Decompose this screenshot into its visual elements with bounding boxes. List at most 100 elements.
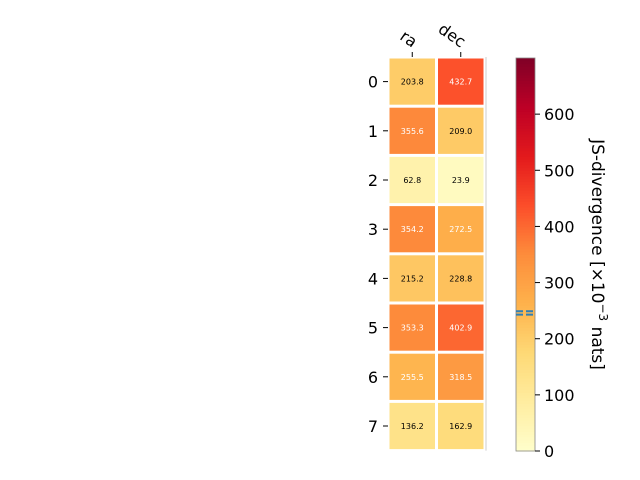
colorbar-segment (516, 383, 535, 388)
colorbar-segment (516, 260, 535, 264)
colorbar-segment (516, 333, 535, 337)
colorbar-segment (516, 347, 535, 351)
colorbar-segment (516, 248, 535, 253)
column-labels: ra dec (397, 19, 469, 57)
colorbar-segment (516, 206, 535, 211)
heatmap-cell (438, 206, 484, 253)
colorbar-segment (516, 133, 535, 138)
colorbar-tick-label: 200 (544, 330, 575, 349)
colorbar-label: JS-divergence [×10−3 nats] (587, 138, 610, 370)
colorbar-segment (516, 130, 535, 135)
colorbar-segment (516, 425, 535, 430)
colorbar-segment (516, 167, 535, 171)
colorbar-segment (516, 414, 535, 418)
colorbar-segment (516, 218, 535, 222)
heatmap-cell (438, 156, 484, 204)
colorbar-segment (516, 119, 535, 124)
colorbar-tick-label: 400 (544, 217, 575, 236)
colorbar-segment (516, 58, 535, 62)
colorbar-segment (516, 293, 535, 298)
colorbar-segment (516, 139, 535, 143)
colorbar-segment (516, 97, 535, 101)
colorbar-segment (516, 338, 535, 343)
heatmap-cell-label: 355.6 (401, 127, 424, 136)
colorbar-segment (516, 223, 535, 228)
heatmap-cell (389, 156, 435, 204)
colorbar-segment (516, 159, 535, 163)
colorbar-segment (516, 439, 535, 444)
colorbar-segment (516, 246, 535, 250)
colorbar-segment (516, 378, 535, 382)
colorbar-segment (516, 122, 535, 126)
colorbar-segment (516, 366, 535, 371)
heatmap-cell-label: 353.3 (401, 324, 424, 333)
colorbar-segment (516, 324, 535, 329)
colorbar-label-main: JS-divergence [×10 (587, 138, 607, 303)
colorbar-segment (516, 422, 535, 427)
colorbar-frame (515, 57, 536, 452)
colorbar-segment (516, 150, 535, 155)
colorbar-segment (516, 192, 535, 197)
colorbar-segment (516, 232, 535, 236)
heatmap-cells: 203.8 432.7 355.6 209.0 62.8 23.9 354.2 272.5 21… (389, 57, 487, 451)
colorbar-segment (516, 251, 535, 256)
heatmap-cell (389, 206, 435, 253)
colorbar-segment (516, 220, 535, 225)
heatmap-cell-label: 162.9 (449, 422, 472, 431)
colorbar-segment (516, 142, 535, 146)
row-label: 1 (368, 122, 378, 141)
colorbar-segment (516, 114, 535, 118)
colorbar-segment (516, 276, 535, 281)
colorbar-segment (516, 445, 535, 449)
colorbar-segment (516, 108, 535, 112)
colorbar-segment (516, 386, 535, 390)
colorbar-segment (516, 257, 535, 261)
colorbar-segment (516, 282, 535, 286)
colorbar-segment (516, 187, 535, 191)
colorbar-segment (516, 288, 535, 292)
colorbar-tick-label: 600 (544, 105, 575, 124)
heatmap-cell-label: 228.8 (449, 274, 472, 283)
colorbar-segment (516, 184, 535, 188)
colorbar-segment (516, 116, 535, 121)
row-labels: 0 1 2 3 4 5 6 7 (368, 73, 388, 436)
colorbar-segment (516, 406, 535, 410)
colorbar-segment (516, 128, 535, 132)
colorbar-segment (516, 436, 535, 441)
heatmap-cell (389, 402, 435, 450)
colorbar-segment (516, 319, 535, 323)
heatmap-cell (389, 255, 435, 302)
colorbar-segment (516, 94, 535, 98)
colorbar-segment (516, 240, 535, 244)
colorbar-segment (516, 237, 535, 242)
colorbar-segment (516, 271, 535, 275)
heatmap-cell (438, 255, 484, 302)
heatmap-cell-label: 272.5 (449, 225, 472, 234)
heatmap-cell-label: 255.5 (401, 373, 424, 382)
row-label: 7 (368, 417, 378, 436)
colorbar-segment (516, 335, 535, 340)
colorbar-segment (516, 105, 535, 110)
colorbar-segment (516, 344, 535, 348)
colorbar-segment (516, 380, 535, 385)
colorbar-segment (516, 234, 535, 239)
heatmap-cell (389, 107, 435, 154)
heatmap-cell (438, 304, 484, 351)
row-label: 3 (368, 220, 378, 239)
colorbar-segment (516, 86, 535, 90)
colorbar-label-tail: nats] (587, 321, 607, 370)
colorbar-segment (516, 60, 535, 65)
colorbar-tick-label: 300 (544, 274, 575, 293)
colorbar-segment (516, 178, 535, 183)
column-label: dec (435, 19, 469, 51)
colorbar-segment (516, 420, 535, 424)
colorbar-segment (516, 305, 535, 309)
heatmap-cell (438, 107, 484, 154)
colorbar-segment (516, 321, 535, 326)
heatmap-cell-label: 432.7 (449, 78, 472, 87)
colorbar-segment (516, 63, 535, 68)
colorbar-segment (516, 243, 535, 247)
colorbar-segment (516, 403, 535, 407)
colorbar-tick-label: 0 (544, 442, 554, 461)
colorbar-tick-label: 100 (544, 386, 575, 405)
